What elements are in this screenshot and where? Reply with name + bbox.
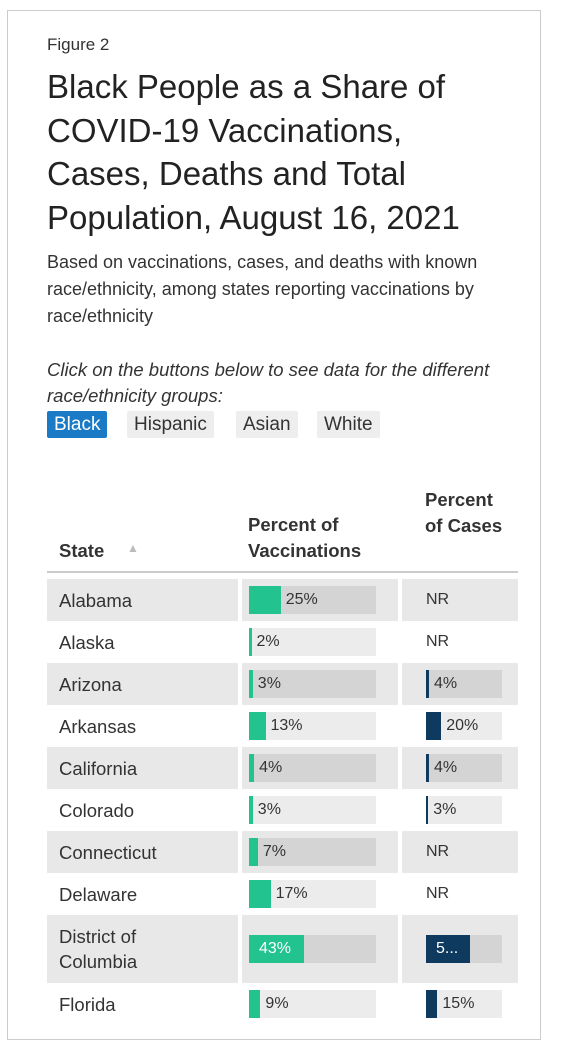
vaccinations-bar — [249, 935, 304, 963]
cases-bar — [426, 935, 471, 963]
vaccinations-track — [249, 838, 376, 866]
cases-label: NR — [426, 633, 450, 650]
group-button[interactable]: Asian — [236, 411, 298, 438]
cases-bar — [426, 796, 429, 824]
vaccinations-label: 17% — [275, 885, 308, 902]
vaccinations-track — [249, 990, 376, 1018]
sort-arrow: ▲ — [127, 541, 139, 555]
state-name: California — [59, 758, 138, 779]
vaccinations-bar — [249, 712, 266, 740]
instruction: Click on the buttons below to see data f… — [47, 359, 490, 406]
group-button[interactable]: Hispanic — [127, 411, 214, 438]
state-name: Delaware — [59, 884, 138, 905]
vaccinations-bar — [249, 628, 252, 656]
vaccinations-label: 25% — [285, 591, 318, 608]
vaccinations-bar — [249, 754, 255, 782]
vaccinations-bar — [249, 838, 258, 866]
state-name: Arkansas — [59, 716, 137, 737]
title: Black People as a Share of COVID-19 Vacc… — [47, 68, 460, 236]
cell-bg — [47, 983, 238, 1025]
vaccinations-bar — [249, 880, 271, 908]
state-name: Arizona — [59, 674, 122, 695]
vaccinations-label: 2% — [256, 633, 280, 650]
group-button[interactable]: White — [317, 411, 380, 438]
state-name: District of Columbia — [59, 926, 138, 972]
cell-bg — [47, 705, 238, 747]
cases-label: 20% — [446, 717, 479, 734]
vaccinations-label: 13% — [270, 717, 303, 734]
column-header[interactable]: State — [59, 540, 105, 561]
header-rule — [47, 571, 518, 573]
cases-label: NR — [426, 843, 450, 860]
cases-bar — [426, 754, 430, 782]
vaccinations-track — [249, 754, 376, 782]
vaccinations-label: 7% — [262, 843, 286, 860]
vaccinations-label: 3% — [257, 801, 281, 818]
state-name: Connecticut — [59, 842, 157, 863]
vaccinations-track — [249, 796, 376, 824]
state-name: Alaska — [59, 632, 115, 653]
cell-bg — [47, 915, 238, 983]
cases-track — [426, 990, 502, 1018]
vaccinations-track — [249, 670, 376, 698]
figure-label: Figure 2 — [47, 35, 110, 54]
column-header[interactable]: Percent of Cases — [425, 489, 503, 536]
cases-bar — [426, 670, 430, 698]
vaccinations-bar — [249, 586, 281, 614]
cell-bg — [47, 579, 238, 621]
cases-label: 15% — [442, 995, 475, 1012]
cell-bg — [47, 621, 238, 663]
subtitle: Based on vaccinations, cases, and deaths… — [47, 252, 478, 326]
vaccinations-bar — [249, 990, 261, 1018]
state-name: Colorado — [59, 800, 135, 821]
cases-track — [426, 796, 502, 824]
cases-label: NR — [426, 885, 450, 902]
cell-bg — [47, 873, 238, 915]
vaccinations-label: 3% — [257, 675, 281, 692]
cases-track — [426, 670, 502, 698]
column-header[interactable]: Percent of Vaccinations — [248, 514, 362, 561]
cell-bg — [402, 873, 518, 915]
cases-label: 3% — [433, 801, 457, 818]
cell-bg — [47, 747, 238, 789]
cell-bg — [402, 579, 518, 621]
state-name: Florida — [59, 994, 116, 1015]
vaccinations-track — [249, 712, 376, 740]
cell-bg — [402, 831, 518, 873]
cases-track — [426, 754, 502, 782]
cell-bg — [47, 789, 238, 831]
cell-bg — [47, 831, 238, 873]
cell-bg — [402, 621, 518, 663]
cases-label: NR — [426, 591, 450, 608]
vaccinations-bar — [249, 670, 253, 698]
group-button[interactable]: Black — [47, 411, 108, 438]
cases-bar — [426, 990, 438, 1018]
vaccinations-label: 9% — [265, 995, 289, 1012]
vaccinations-bar — [249, 796, 253, 824]
vaccinations-track — [249, 628, 376, 656]
vaccinations-label: 43% — [259, 940, 292, 957]
cell-bg — [47, 663, 238, 705]
cases-label: 5... — [436, 940, 459, 957]
cases-label: 4% — [434, 675, 458, 692]
state-name: Alabama — [59, 590, 133, 611]
cases-label: 4% — [434, 759, 458, 776]
vaccinations-label: 4% — [259, 759, 283, 776]
cases-bar — [426, 712, 442, 740]
